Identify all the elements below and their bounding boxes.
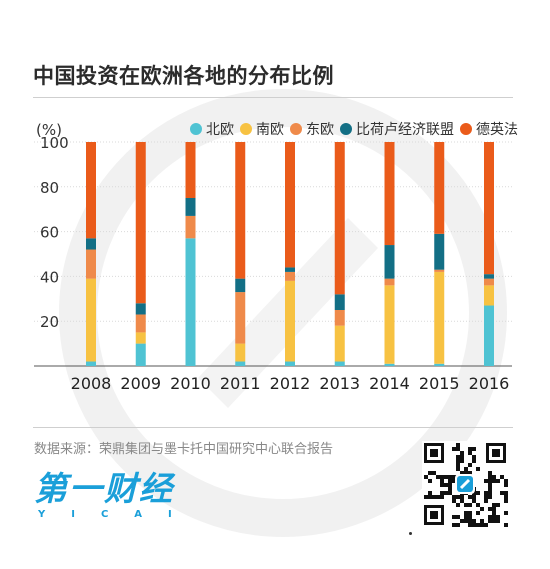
- x-tick-label-2008: 2008: [71, 374, 112, 393]
- bar-2010-series-2: [185, 215, 196, 239]
- y-axis-unit-label: (%): [36, 121, 62, 139]
- qr-code: [422, 441, 508, 527]
- legend-item-south-europe: 南欧: [240, 119, 284, 139]
- bar-2008-series-4: [86, 142, 96, 239]
- bar-2012-series-0: [285, 361, 295, 366]
- bar-2013-series-2: [334, 310, 345, 326]
- bar-2014-series-1: [384, 285, 395, 364]
- bar-2013-series-4: [334, 142, 345, 295]
- bar-2009-series-1: [135, 332, 146, 344]
- legend-label-north-europe: 北欧: [206, 122, 234, 138]
- bar-2016-series-0: [484, 305, 494, 366]
- x-tick-label-2010: 2010: [170, 374, 211, 393]
- legend-swatch-benelux: [340, 123, 352, 135]
- bar-2012-series-2: [285, 271, 295, 281]
- legend-item-de-uk-fr: 德英法: [460, 119, 518, 139]
- legend-swatch-north-europe: [190, 123, 202, 135]
- x-tick-label-2016: 2016: [469, 374, 510, 393]
- y-tick-label-80: 80: [40, 179, 59, 197]
- x-tick-label-2013: 2013: [319, 374, 360, 393]
- bar-2013-series-3: [334, 294, 345, 310]
- stacked-bar-chart: 20 40 60 80 100 2008 2009 2010 2011 2012 2013 2014 2…: [34, 134, 512, 393]
- bar-layer: [86, 142, 494, 366]
- source-divider: [33, 427, 513, 428]
- legend-label-south-europe: 南欧: [256, 122, 284, 138]
- y-tick-label-60: 60: [40, 224, 59, 242]
- title-divider: [33, 97, 513, 98]
- legend-swatch-de-uk-fr: [460, 123, 472, 135]
- bar-2015-series-2: [434, 269, 445, 272]
- bar-2010-series-0: [185, 238, 196, 366]
- bar-2012-series-1: [285, 280, 295, 362]
- bar-2015-series-1: [434, 271, 445, 364]
- bar-2016-series-3: [484, 274, 494, 279]
- legend-item-benelux: 比荷卢经济联盟: [340, 119, 454, 139]
- bar-2013-series-1: [334, 325, 345, 362]
- x-tick-label-2014: 2014: [369, 374, 410, 393]
- grid-layer: [34, 141, 512, 367]
- legend-swatch-east-europe: [290, 123, 302, 135]
- y-tick-label-40: 40: [40, 268, 59, 286]
- x-tick-label-2015: 2015: [419, 374, 460, 393]
- legend-label-east-europe: 东欧: [306, 122, 334, 138]
- bar-2012-series-4: [285, 142, 295, 268]
- chart-legend: 北欧 南欧 东欧 比荷卢经济联盟 德英法: [190, 119, 518, 139]
- bar-2009-series-0: [135, 343, 146, 366]
- bar-2010-series-3: [185, 198, 196, 216]
- bar-2015-series-4: [434, 142, 445, 234]
- yicai-logo: 第一财经 YICAI: [34, 470, 194, 525]
- chart-title: 中国投资在欧洲各地的分布比例: [33, 64, 334, 88]
- bar-2008-series-3: [86, 238, 96, 250]
- data-source-note: 数据来源：荣鼎集团与墨卡托中国研究中心联合报告: [34, 442, 334, 457]
- bar-2008-series-0: [86, 361, 96, 366]
- bar-2014-series-0: [384, 363, 395, 366]
- y-tick-label-100: 100: [40, 134, 69, 152]
- bar-2016-series-2: [484, 278, 494, 286]
- bar-2009-series-3: [135, 303, 146, 315]
- bar-2016-series-1: [484, 285, 494, 306]
- bar-2010-series-4: [185, 142, 196, 198]
- bar-2016-series-4: [484, 142, 494, 275]
- logo-main-text: 第一财经: [34, 469, 174, 508]
- legend-item-north-europe: 北欧: [190, 119, 234, 139]
- legend-swatch-south-europe: [240, 123, 252, 135]
- logo-sub-text: YICAI: [38, 509, 198, 520]
- bar-2014-series-3: [384, 245, 395, 279]
- bar-2011-series-4: [235, 142, 246, 279]
- y-tick-label-20: 20: [40, 313, 59, 331]
- bar-2011-series-3: [235, 278, 246, 293]
- bar-2015-series-3: [434, 233, 445, 270]
- legend-item-east-europe: 东欧: [290, 119, 334, 139]
- bar-2011-series-1: [235, 343, 246, 362]
- x-tick-label-2012: 2012: [270, 374, 311, 393]
- bar-2008-series-2: [86, 249, 96, 279]
- bar-2009-series-2: [135, 314, 146, 333]
- x-tick-label-2011: 2011: [220, 374, 261, 393]
- x-tick-label-2009: 2009: [120, 374, 161, 393]
- bar-2009-series-4: [135, 142, 146, 304]
- decorative-dot: [409, 532, 412, 535]
- bar-2015-series-0: [434, 363, 445, 366]
- legend-label-de-uk-fr: 德英法: [476, 122, 518, 138]
- bar-2012-series-3: [285, 267, 295, 272]
- bar-2011-series-0: [235, 361, 246, 366]
- bar-2014-series-2: [384, 278, 395, 286]
- bar-2008-series-1: [86, 278, 96, 362]
- legend-label-benelux: 比荷卢经济联盟: [356, 122, 454, 138]
- label-layer: 20 40 60 80 100 2008 2009 2010 2011 2012 2013 2014 2…: [40, 134, 509, 393]
- bar-2011-series-2: [235, 292, 246, 344]
- bar-2013-series-0: [334, 361, 345, 366]
- bar-2014-series-4: [384, 142, 395, 246]
